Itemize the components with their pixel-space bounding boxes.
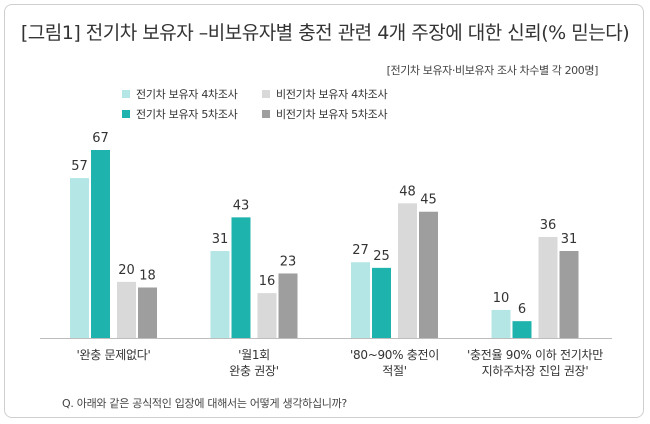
bar [257,293,277,338]
bar [138,287,157,338]
data-label: 57 [71,159,88,174]
legend-swatch [262,110,270,118]
data-label: 16 [259,274,276,289]
data-label: 18 [139,268,156,283]
data-label: 10 [493,291,510,306]
data-label: 6 [518,302,526,317]
data-label: 48 [399,184,416,199]
legend-label: 비전기차 보유자 5차조사 [276,108,388,121]
chart-title: [그림1] 전기차 보유자 –비보유자별 충전 관련 4개 주장에 대한 신뢰(… [20,22,630,44]
legend-item-ev-owner-5th: 전기차 보유자 5차조사 [122,106,238,122]
survey-question: Q. 아래와 같은 공식적인 입장에 대해서는 어떻게 생각하십니까? [62,397,347,410]
legend-swatch [262,90,270,98]
bar [91,150,110,338]
legend-item-ev-owner-4th: 전기차 보유자 4차조사 [122,86,238,102]
bar [210,251,230,338]
data-label: 31 [212,232,229,247]
bar [351,262,370,338]
category-label: 적절' [382,364,406,378]
data-label: 20 [118,263,135,278]
chart-subtitle: [전기차 보유자·비보유자 조사 차수별 각 200명] [386,64,599,77]
category-label: '충전율 90% 이하 전기차만 [467,348,603,362]
legend-swatch [122,110,130,118]
data-label: 23 [280,254,297,269]
data-label: 31 [561,232,578,247]
bar [538,236,558,338]
bar [559,251,579,338]
bar [398,203,417,338]
category-label: '월1회 [238,348,270,362]
category-label: 지하주차장 진입 권장' [482,364,589,378]
legend: 전기차 보유자 4차조사 전기차 보유자 5차조사 비전기차 보유자 4차조사 … [122,86,422,126]
legend-label: 비전기차 보유자 4차조사 [276,88,388,101]
bar [117,281,136,338]
data-label: 43 [233,198,250,213]
data-label: 27 [352,243,369,258]
bar [512,321,532,338]
category-label: '80~90% 충전이 [350,348,439,362]
bar [70,178,89,338]
bar [372,267,391,338]
category-label: 완충 권장' [229,364,278,378]
category-label: '완충 문제없다' [77,348,151,362]
bar [231,217,251,338]
legend-item-non-ev-4th: 비전기차 보유자 4차조사 [262,86,388,102]
bar [419,211,438,338]
data-label: 67 [92,131,109,146]
data-label: 45 [420,193,437,208]
data-label: 36 [540,218,557,233]
legend-item-non-ev-5th: 비전기차 보유자 5차조사 [262,106,388,122]
chart-frame [4,4,644,418]
data-label: 25 [373,249,390,264]
bar [278,273,298,338]
bar [491,309,511,338]
legend-label: 전기차 보유자 5차조사 [136,108,238,121]
legend-swatch [122,90,130,98]
legend-label: 전기차 보유자 4차조사 [136,88,238,101]
